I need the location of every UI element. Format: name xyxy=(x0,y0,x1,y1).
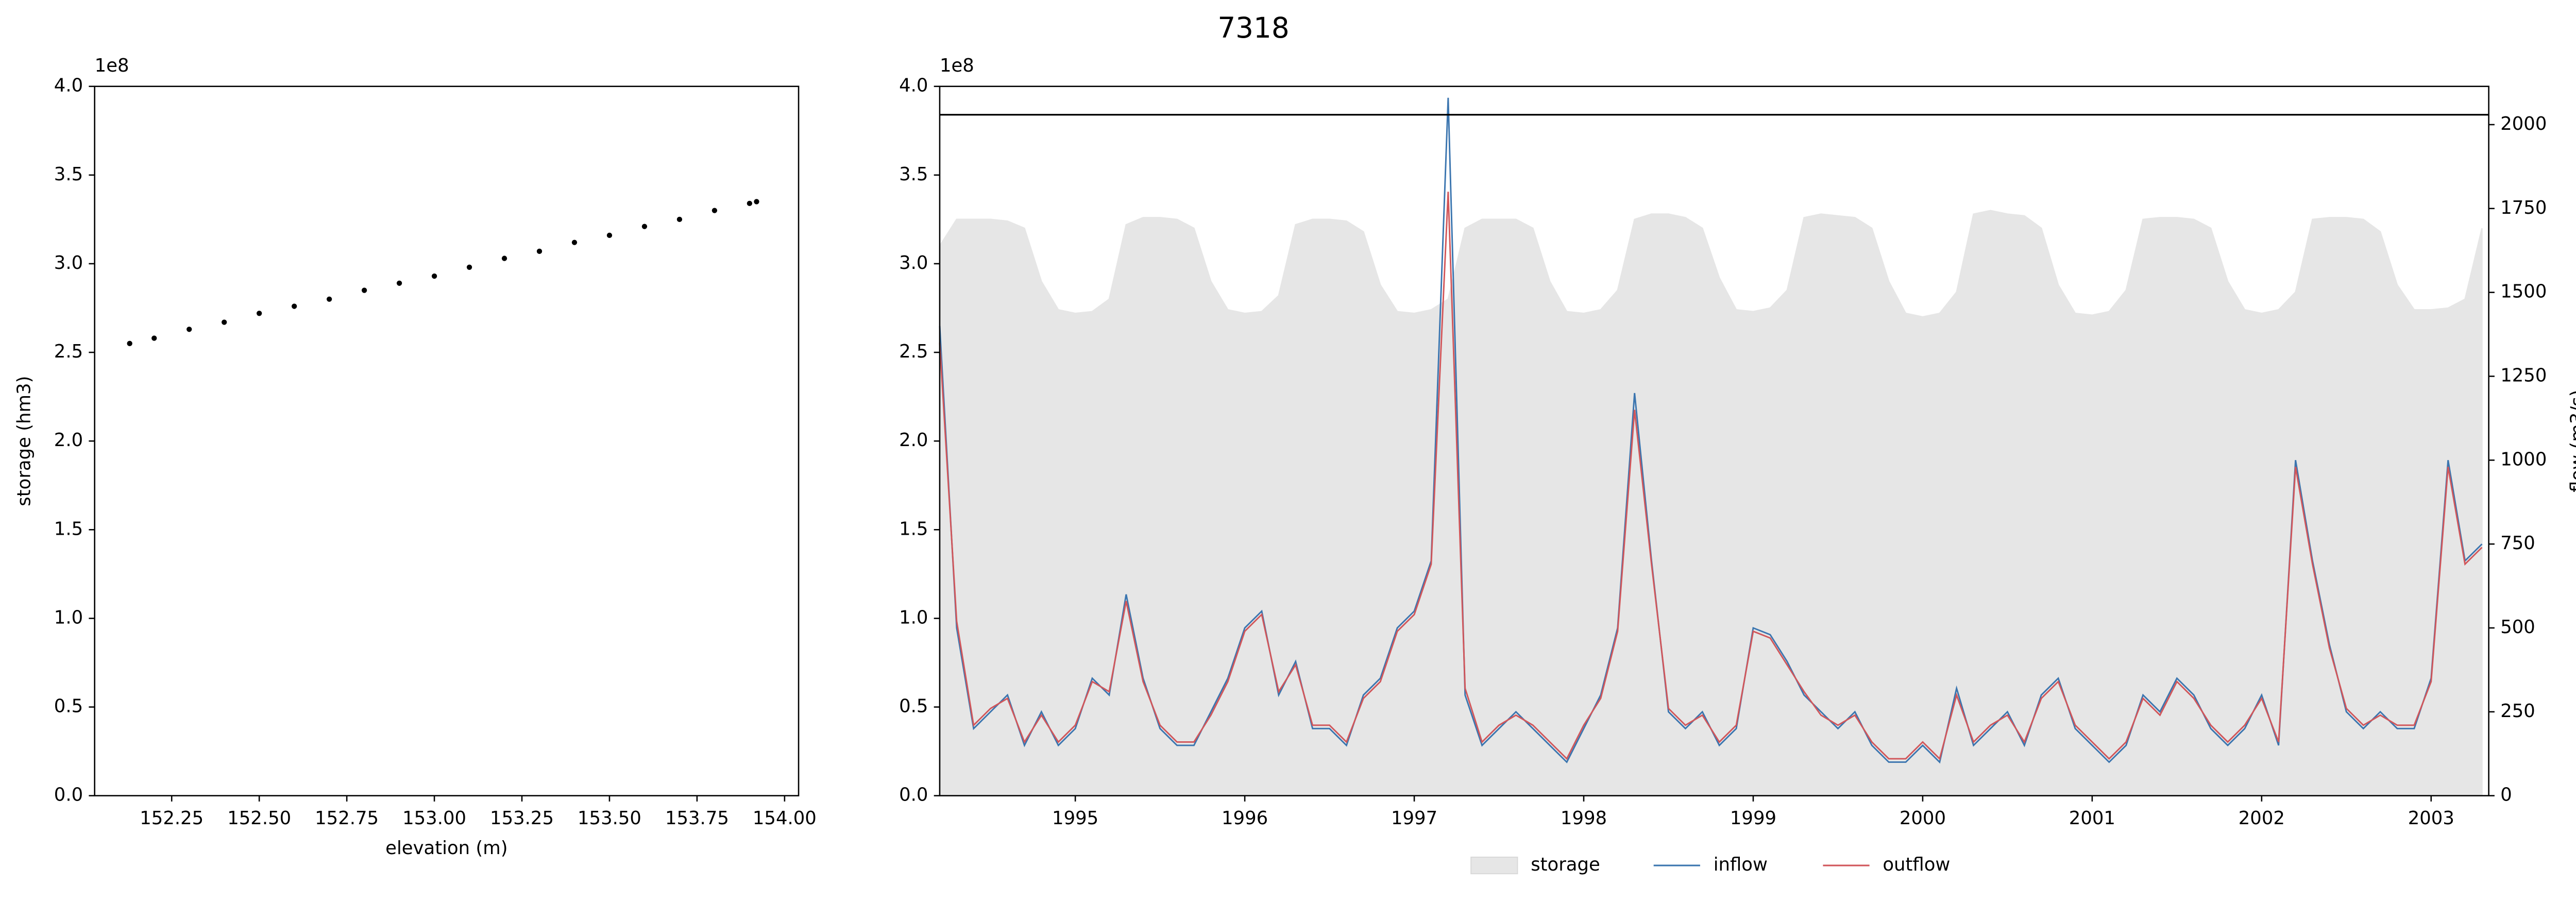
y2-tick-label: 1000 xyxy=(2500,449,2547,470)
scatter-point xyxy=(396,280,402,286)
x-tick-label: 1998 xyxy=(1561,808,1607,829)
y-tick-label: 2.5 xyxy=(899,341,928,362)
x-tick-label: 1995 xyxy=(1052,808,1098,829)
scatter-point xyxy=(641,224,648,229)
x-tick-label: 154.00 xyxy=(753,808,817,829)
x-tick-label: 1997 xyxy=(1391,808,1437,829)
y2-tick-label: 250 xyxy=(2500,701,2535,722)
y2-tick-label: 500 xyxy=(2500,617,2535,638)
x-tick-label: 153.75 xyxy=(665,808,729,829)
y-tick-label: 1.0 xyxy=(54,607,83,628)
scatter-point xyxy=(466,264,472,270)
y-tick-label: 3.5 xyxy=(54,164,83,185)
y-offset-label: 1e8 xyxy=(95,55,129,76)
scatter-point xyxy=(571,240,578,245)
scatter-point xyxy=(222,319,227,325)
y-tick-label: 2.0 xyxy=(54,430,83,451)
y-tick-label: 4.0 xyxy=(54,75,83,96)
y2-tick-label: 750 xyxy=(2500,533,2535,554)
y-tick-label: 2.0 xyxy=(899,430,928,451)
x-tick-label: 2002 xyxy=(2239,808,2285,829)
x-tick-label: 153.25 xyxy=(490,808,554,829)
y-tick-label: 0.0 xyxy=(54,785,83,806)
y-tick-label: 1.5 xyxy=(54,518,83,539)
scatter-point xyxy=(501,256,507,261)
legend-label: storage xyxy=(1531,854,1600,875)
x-tick-label: 152.50 xyxy=(227,808,291,829)
x-tick-label: 1999 xyxy=(1730,808,1776,829)
y-tick-label: 0.5 xyxy=(899,695,928,717)
x-tick-label: 152.75 xyxy=(315,808,379,829)
scatter-point xyxy=(361,287,367,293)
y2-tick-label: 1750 xyxy=(2500,197,2547,218)
x-tick-label: 2003 xyxy=(2408,808,2454,829)
scatter-point xyxy=(326,296,332,302)
y-axis-label: storage (hm3) xyxy=(13,376,35,506)
scatter-point xyxy=(536,248,543,254)
plot-frame xyxy=(94,86,800,796)
scatter-point xyxy=(754,199,759,205)
y-tick-label: 3.0 xyxy=(54,252,83,274)
x-axis-label: elevation (m) xyxy=(385,838,507,859)
scatter-point xyxy=(151,335,157,341)
y-offset-label: 1e8 xyxy=(940,55,974,76)
scatter-point xyxy=(187,327,192,332)
scatter-point xyxy=(257,311,262,316)
storage-area xyxy=(939,210,2483,796)
y2-tick-label: 1500 xyxy=(2500,281,2547,302)
y-tick-label: 1.0 xyxy=(899,607,928,628)
y2-tick-label: 0 xyxy=(2500,785,2512,806)
scatter-point xyxy=(711,208,718,213)
scatter-point xyxy=(431,273,437,279)
x-tick-label: 1996 xyxy=(1222,808,1268,829)
y-tick-label: 3.0 xyxy=(899,252,928,274)
x-tick-label: 153.50 xyxy=(578,808,641,829)
flow-line xyxy=(939,192,2483,760)
y-tick-label: 2.5 xyxy=(54,341,83,362)
y-tick-label: 1.5 xyxy=(899,518,928,539)
x-tick-label: 153.00 xyxy=(402,808,466,829)
legend-swatch xyxy=(1470,856,1518,875)
y2-tick-label: 2000 xyxy=(2500,113,2547,134)
y-tick-label: 0.5 xyxy=(54,695,83,717)
x-tick-label: 2000 xyxy=(1900,808,1946,829)
legend-label: outflow xyxy=(1883,854,1950,875)
scatter-point xyxy=(606,232,613,238)
x-tick-label: 2001 xyxy=(2069,808,2115,829)
scatter-point xyxy=(747,200,753,207)
chart-title: 7318 xyxy=(1217,11,1289,44)
scatter-point xyxy=(676,216,683,223)
y2-tick-label: 1250 xyxy=(2500,365,2547,386)
scatter-point xyxy=(127,341,132,346)
y-tick-label: 3.5 xyxy=(899,164,928,185)
y-tick-label: 0.0 xyxy=(899,785,928,806)
y-tick-label: 4.0 xyxy=(899,75,928,96)
x-tick-label: 152.25 xyxy=(140,808,204,829)
y2-axis-label: flow (m3/s) xyxy=(2567,389,2576,492)
scatter-point xyxy=(292,303,297,309)
legend-label: inflow xyxy=(1714,854,1768,875)
